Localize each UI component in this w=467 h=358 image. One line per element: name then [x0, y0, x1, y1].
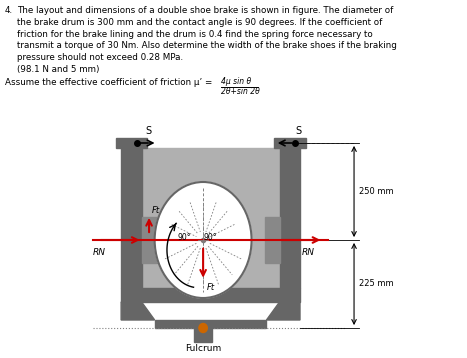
Bar: [194, 328, 212, 342]
Text: Ft: Ft: [152, 206, 160, 215]
Bar: [155, 320, 267, 328]
Text: 90°: 90°: [204, 232, 217, 242]
Text: Ft: Ft: [207, 282, 215, 292]
Text: S: S: [145, 126, 151, 136]
Text: RN: RN: [93, 248, 106, 257]
Text: friction for the brake lining and the drum is 0.4 find the spring force necessar: friction for the brake lining and the dr…: [17, 30, 373, 39]
Circle shape: [199, 324, 207, 333]
Text: The layout and dimensions of a double shoe brake is shown in figure. The diamete: The layout and dimensions of a double sh…: [17, 6, 393, 15]
Text: 90°: 90°: [177, 232, 191, 242]
Text: 225 mm: 225 mm: [359, 280, 393, 289]
Text: S: S: [295, 126, 302, 136]
Text: 4.: 4.: [5, 6, 13, 15]
Ellipse shape: [155, 182, 252, 298]
Bar: [274, 138, 305, 148]
Bar: [121, 148, 142, 288]
Polygon shape: [121, 302, 155, 320]
Text: 4μ sin θ: 4μ sin θ: [221, 77, 251, 86]
Text: Assume the effective coefficient of friction μ’ =: Assume the effective coefficient of fric…: [5, 78, 212, 87]
Text: pressure should not exceed 0.28 MPa.: pressure should not exceed 0.28 MPa.: [17, 53, 183, 62]
Text: transmit a torque of 30 Nm. Also determine the width of the brake shoes if the b: transmit a torque of 30 Nm. Also determi…: [17, 42, 396, 50]
Bar: [142, 217, 156, 263]
Bar: [115, 138, 147, 148]
Text: RN: RN: [302, 248, 315, 257]
Text: 250 mm: 250 mm: [359, 187, 393, 196]
Text: 2θ+sin 2θ: 2θ+sin 2θ: [221, 87, 260, 96]
Bar: [280, 148, 300, 288]
Text: (98.1 N and 5 mm): (98.1 N and 5 mm): [17, 65, 99, 74]
Bar: [121, 288, 300, 302]
Polygon shape: [267, 302, 300, 320]
Bar: [142, 148, 280, 288]
Text: the brake drum is 300 mm and the contact angle is 90 degrees. If the coefficient: the brake drum is 300 mm and the contact…: [17, 18, 382, 27]
Text: Fulcrum: Fulcrum: [185, 344, 221, 353]
Bar: [265, 217, 280, 263]
